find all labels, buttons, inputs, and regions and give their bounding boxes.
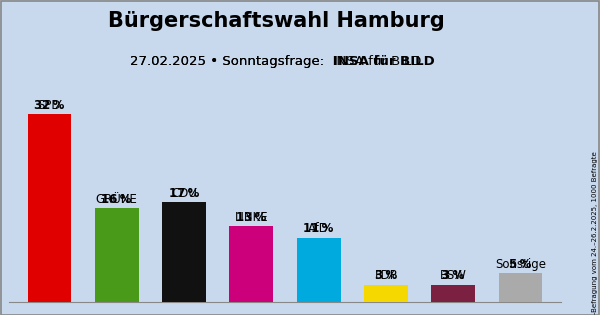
Text: 32 %: 32 % (34, 84, 65, 112)
Text: AfD: AfD (308, 222, 329, 235)
Bar (95, 208, 139, 302)
Text: 3 %: 3 % (442, 255, 464, 282)
Text: CDU: CDU (171, 187, 197, 200)
Bar (364, 285, 408, 302)
Bar (28, 114, 71, 302)
Bar (297, 238, 341, 302)
Text: Bürgerschaftswahl Hamburg: Bürgerschaftswahl Hamburg (107, 11, 445, 31)
Text: 17 %: 17 % (169, 172, 199, 200)
Text: FDP: FDP (374, 269, 397, 282)
Text: INSA für BILD: INSA für BILD (333, 55, 434, 68)
Text: 11 %: 11 % (304, 207, 334, 235)
Text: 5 %: 5 % (509, 243, 532, 271)
Text: GRÜNE: GRÜNE (96, 193, 137, 206)
Bar (431, 285, 475, 302)
Bar (229, 226, 273, 302)
Bar (499, 273, 542, 302)
Text: BSW: BSW (440, 269, 467, 282)
Text: Sonstige: Sonstige (495, 258, 546, 271)
Text: SPD: SPD (38, 99, 61, 112)
Bar (162, 202, 206, 302)
Text: 27.02.2025 • Sonntagsfrage:: 27.02.2025 • Sonntagsfrage: (130, 55, 333, 68)
Text: 27.02.2025 • Sonntagsfrage:  INSA für BILD: 27.02.2025 • Sonntagsfrage: INSA für BIL… (130, 55, 422, 68)
Text: LINKE: LINKE (235, 210, 268, 224)
Text: Online-Panel-Befragung vom 24.–26.2.2025, 1000 Befragte: Online-Panel-Befragung vom 24.–26.2.2025… (592, 151, 598, 315)
Text: 3 %: 3 % (375, 255, 397, 282)
Text: 13 %: 13 % (236, 196, 266, 224)
Text: 16 %: 16 % (101, 178, 132, 206)
